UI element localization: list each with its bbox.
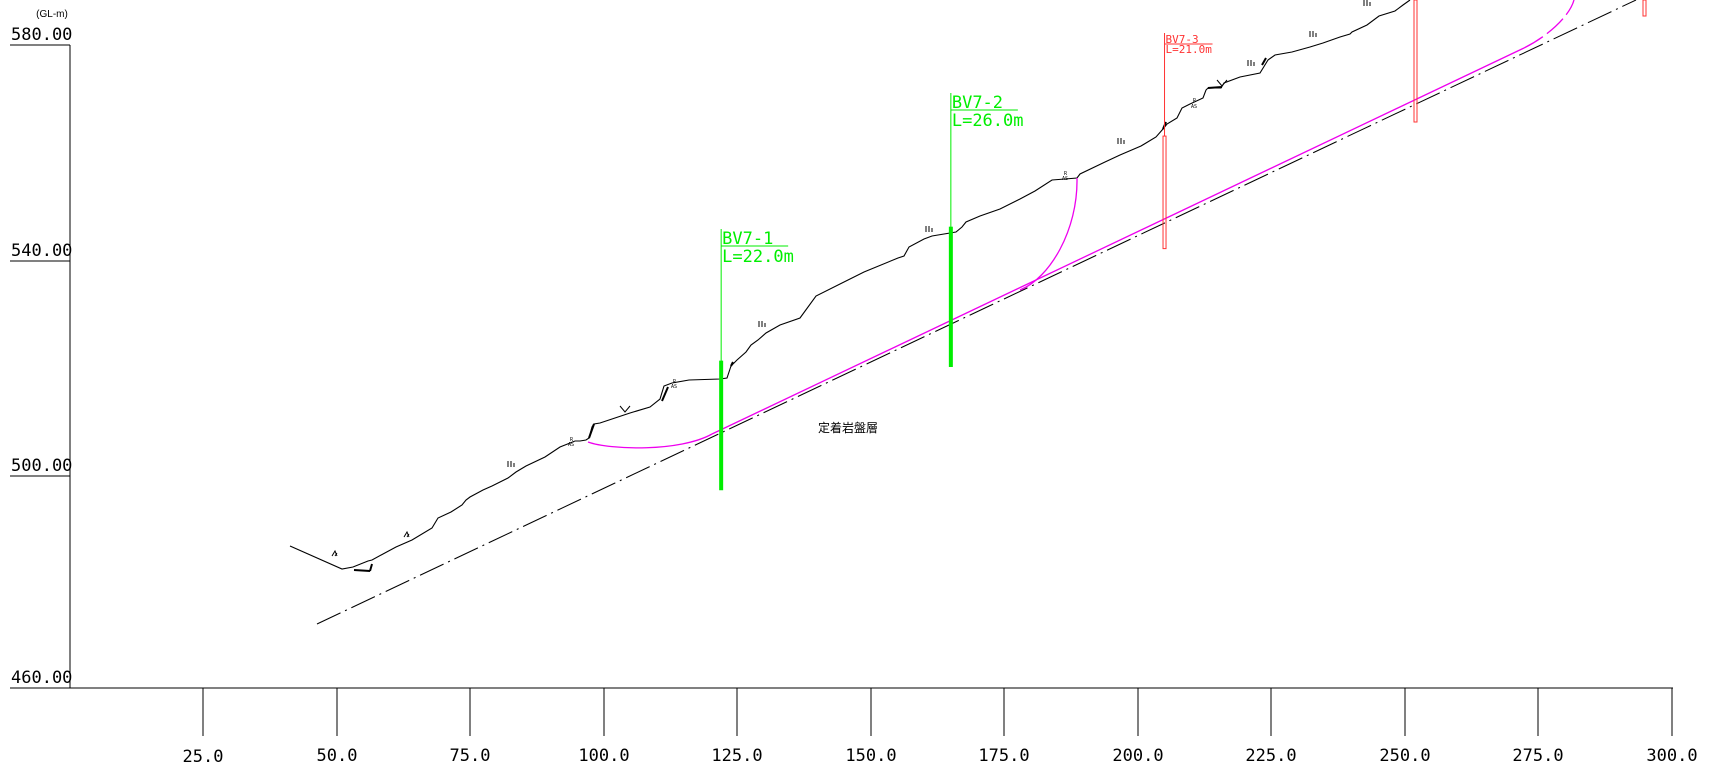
x-tick-label: 200.0	[1112, 746, 1163, 766]
y-tick-580: 580.00	[10, 25, 72, 46]
x-ticks	[202, 688, 1673, 736]
svg-text:R: R	[673, 379, 677, 385]
svg-text:R: R	[570, 437, 574, 443]
slip-surface-mid-arc	[1019, 177, 1078, 291]
slip-surface	[587, 0, 1575, 449]
borehole-length-label: L=22.0m	[722, 247, 794, 267]
x-tick-label: 75.0	[450, 746, 491, 766]
partial-borehole-1	[1413, 0, 1418, 123]
svg-text:AS: AS	[1062, 176, 1068, 182]
borehole-bv7-2: BV7-2L=26.0m	[948, 93, 1024, 367]
borehole-id-label: BV7-3	[1166, 33, 1199, 46]
borehole-length-label: L=26.0m	[952, 111, 1024, 131]
unit-label: (GL-m)	[36, 9, 68, 20]
x-tick-label: 25.0	[183, 747, 224, 767]
red-partial-boreholes	[1413, 0, 1647, 123]
borehole-shaft	[719, 360, 724, 491]
borehole-length-label: L=21.0m	[1166, 43, 1213, 56]
y-tick-label: 460.00	[11, 668, 72, 688]
x-tick-label: 50.0	[317, 746, 358, 766]
vegetation-symbols	[331, 0, 1371, 557]
slip-surface-upper-arc	[1523, 0, 1575, 49]
borehole-id-label: BV7-1	[722, 229, 773, 249]
y-tick-label: 540.00	[11, 241, 72, 261]
svg-text:R: R	[1193, 98, 1197, 104]
x-tick-label: 125.0	[711, 746, 762, 766]
x-tick-label: 250.0	[1379, 746, 1430, 766]
svg-text:AS: AS	[671, 384, 677, 390]
borehole-shaft	[948, 226, 953, 367]
svg-text:R: R	[1064, 171, 1068, 177]
bedrock-layer-label: 定着岩盤層	[818, 420, 878, 435]
slip-surface-base-line	[711, 47, 1525, 435]
x-tick-label: 300.0	[1646, 746, 1697, 766]
y-tick-540: 540.00	[10, 241, 72, 262]
svg-text:AS: AS	[1191, 104, 1197, 110]
x-tick-labels: 25.0 50.0 75.0 100.0 125.0 150.0 175.0 2…	[183, 746, 1698, 767]
borehole-shaft	[1162, 135, 1167, 250]
x-tick-label: 225.0	[1245, 746, 1296, 766]
y-tick-460: 460.00	[10, 668, 72, 689]
ground-surface-profile	[289, 0, 1411, 570]
y-tick-label: 500.00	[11, 456, 72, 476]
reference-dash-dot-line	[316, 0, 1637, 625]
borehole-id-label: BV7-2	[952, 93, 1003, 113]
x-tick-label: 150.0	[845, 746, 896, 766]
axes	[69, 45, 1673, 689]
partial-borehole-2	[1642, 0, 1647, 17]
x-tick-label: 100.0	[578, 746, 629, 766]
svg-text:AS: AS	[568, 442, 574, 448]
y-tick-500: 500.00	[10, 456, 72, 477]
boreholes: BV7-1L=22.0m BV7-2L=26.0m BV7-3L=21.0m	[719, 33, 1213, 491]
ground-step-markers	[353, 57, 1267, 572]
slip-surface-lower-arc	[587, 433, 713, 449]
as-markers: R AS R AS R AS R AS	[568, 98, 1197, 448]
borehole-bv7-1: BV7-1L=22.0m	[719, 229, 794, 491]
y-tick-label: 580.00	[11, 25, 72, 45]
x-tick-label: 275.0	[1512, 746, 1563, 766]
x-tick-label: 175.0	[978, 746, 1029, 766]
borehole-bv7-3: BV7-3L=21.0m	[1162, 33, 1213, 250]
